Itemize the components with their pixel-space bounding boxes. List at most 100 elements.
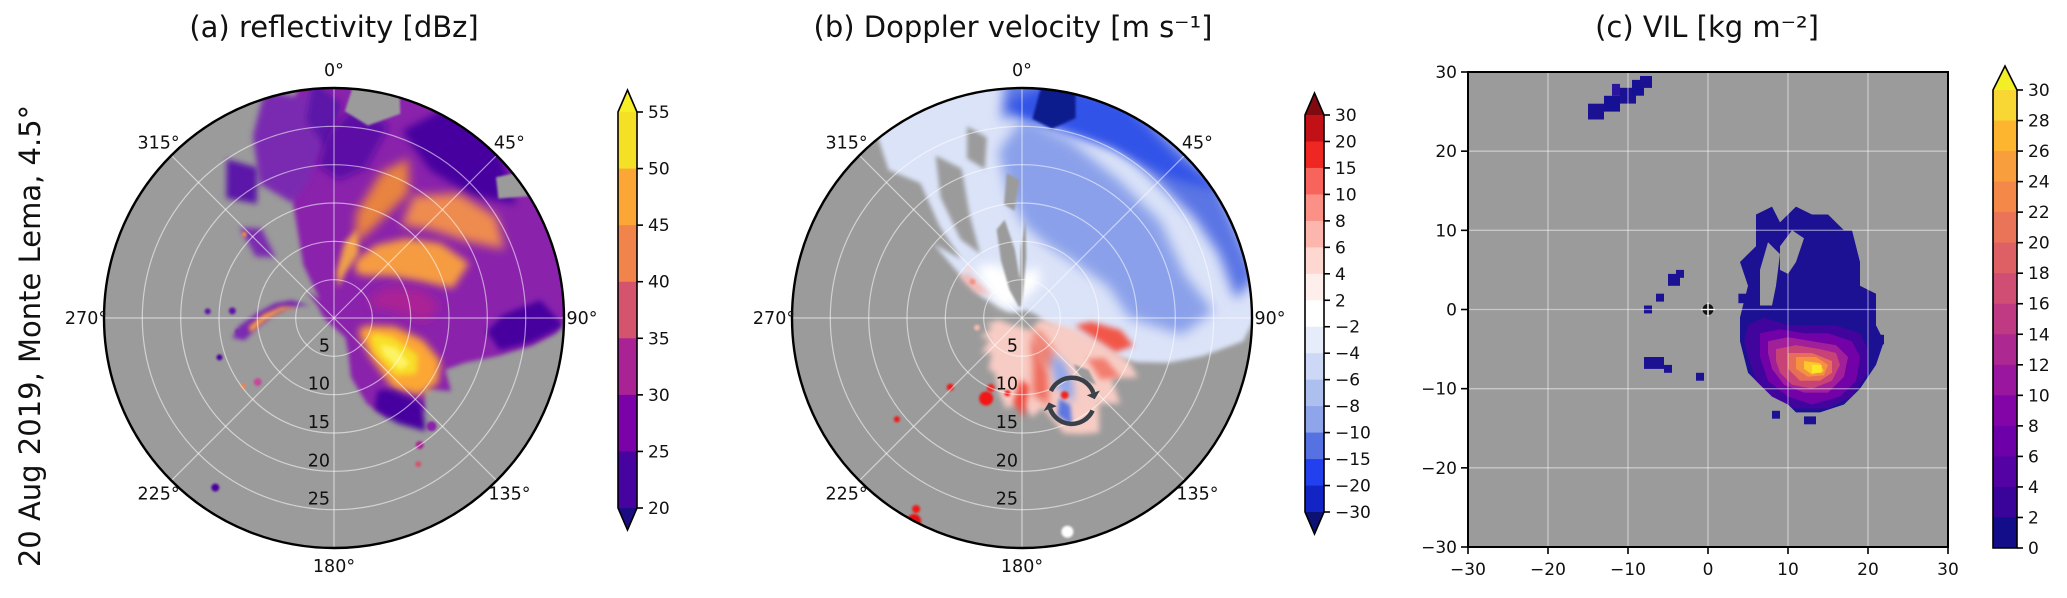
core-fringe-dark xyxy=(374,389,426,432)
angle-tick-label: 135° xyxy=(488,484,530,504)
colorbar-band xyxy=(1305,194,1324,222)
vil-cell xyxy=(1772,410,1780,419)
polar-grid xyxy=(104,88,564,548)
colorbar-tick-label: 12 xyxy=(2028,356,2050,376)
colorbar-tick-label: 50 xyxy=(648,160,670,180)
polar-outline xyxy=(790,86,1254,550)
colorbar-band xyxy=(1305,326,1324,354)
vil-cell xyxy=(1644,357,1664,369)
angle-tick-label: 315° xyxy=(138,134,180,154)
echo-spot xyxy=(204,308,211,315)
x-axis-tick-label: 0 xyxy=(1703,560,1714,580)
panel-c-title: (c) VIL [kg m⁻²] xyxy=(1595,10,1819,44)
angle-tick-label: 0° xyxy=(324,61,344,81)
colorbar-band xyxy=(1993,425,2017,457)
nodata-patch-nw xyxy=(967,126,987,170)
y-axis-tick-label: 10 xyxy=(1435,221,1457,241)
colorbar-tick-label: 4 xyxy=(2028,478,2039,498)
colorbar-over-arrow xyxy=(1305,93,1324,115)
grid-spoke xyxy=(170,317,335,482)
colorbar-band xyxy=(1305,220,1324,248)
vil-cell xyxy=(1656,293,1664,302)
colorbar-tick-label: 6 xyxy=(1335,238,1346,258)
angle-tick-label: 90° xyxy=(566,309,597,329)
echo-spot xyxy=(1060,391,1069,400)
colorbar-band xyxy=(1993,364,2017,396)
red-patch-s2 xyxy=(1013,379,1030,418)
colorbar-tick-label: −2 xyxy=(1335,318,1360,338)
y-axis-tick-label: −30 xyxy=(1421,538,1457,558)
echo-spot xyxy=(211,483,220,492)
vil-cell xyxy=(1804,416,1816,425)
y-axis-tick-label: 20 xyxy=(1435,142,1457,162)
grid-spoke xyxy=(170,154,335,319)
rotation-arc xyxy=(1047,407,1095,427)
angle-tick-label: 45° xyxy=(1182,134,1213,154)
red-patch-s xyxy=(1031,339,1049,406)
colorbar-band xyxy=(1305,167,1324,195)
vil-gray-notch-2 xyxy=(1760,242,1780,306)
colorbar-band xyxy=(1305,141,1324,169)
angle-tick-label: 225° xyxy=(138,484,180,504)
panel-b-title: (b) Doppler velocity [m s⁻¹] xyxy=(813,10,1213,44)
colorbar-band xyxy=(618,451,637,509)
colorbar-tick-label: 10 xyxy=(2028,386,2050,406)
angle-tick-label: 0° xyxy=(1012,61,1032,81)
echo-spot xyxy=(1061,525,1074,538)
radius-tick-label: 15 xyxy=(996,413,1018,433)
colorbar-tick-label: 45 xyxy=(648,216,670,236)
west-streak-orange xyxy=(248,306,298,333)
y-axis-tick-label: 30 xyxy=(1435,63,1457,83)
vil-cell xyxy=(1640,76,1652,88)
colorbar-tick-label: 14 xyxy=(2028,325,2050,345)
colorbar-tick-label: 4 xyxy=(1335,265,1346,285)
colorbar-band xyxy=(1993,334,2017,366)
polar-data-layer xyxy=(875,88,1252,554)
panel-b-doppler-velocity-ppi: 0° 45° 90° 135° 180° 225° 270° 315° 5 10 15 20 25 −30… xyxy=(753,61,1371,577)
grid-spoke xyxy=(333,317,498,482)
colorbar-band xyxy=(1993,120,2017,152)
colorbar-tick-label: 20 xyxy=(2028,234,2050,254)
polar-grid xyxy=(792,88,1252,548)
colorbar-band xyxy=(1993,303,2017,335)
colorbar-band xyxy=(1305,459,1324,486)
colorbar-tick-label: 30 xyxy=(2028,81,2050,101)
colorbar-tick-label: 55 xyxy=(648,103,670,123)
echo-spot xyxy=(228,307,236,315)
colorbar-tick-label: 20 xyxy=(648,499,670,519)
colorbar-tick-label: 6 xyxy=(2028,447,2039,467)
cartesian-data-layer xyxy=(1588,76,1884,425)
nodata-patch-n-mid xyxy=(1004,173,1020,211)
colorbar-band xyxy=(1993,273,2017,305)
radius-tick-label: 20 xyxy=(996,451,1018,471)
echo-spot xyxy=(216,354,223,361)
colorbar-tick-label: 35 xyxy=(648,329,670,349)
angle-tick-label: 315° xyxy=(826,134,868,154)
grid-spoke xyxy=(858,154,1023,319)
colorbar-band xyxy=(1993,395,2017,427)
echo-spot xyxy=(235,329,241,335)
colorbar-tick-label: 24 xyxy=(2028,173,2050,193)
colorbar-tick-label: 2 xyxy=(2028,508,2039,528)
echo-spot xyxy=(912,505,921,514)
vil-cell xyxy=(1604,95,1620,112)
vil-cell xyxy=(1664,364,1672,373)
colorbar-outline xyxy=(1992,64,2018,549)
colorbar-tick-label: −8 xyxy=(1335,397,1360,417)
colorbar-band xyxy=(1305,406,1324,433)
x-axis-tick-label: 20 xyxy=(1857,560,1879,580)
colorbar-band xyxy=(1305,353,1324,381)
colorbar-tick-label: 16 xyxy=(2028,295,2050,315)
panel-a-reflectivity-ppi: 0° 45° 90° 135° 180° 225° 270° 315° 5 10 15 20 25 20 2… xyxy=(65,61,670,577)
colorbar-band xyxy=(1993,486,2017,518)
vil-gray-notch-1 xyxy=(1780,230,1804,274)
grid-spoke xyxy=(333,154,498,319)
colorbar-band xyxy=(1305,247,1324,275)
angle-tick-label: 270° xyxy=(753,309,795,329)
colorbar-tick-label: 8 xyxy=(2028,417,2039,437)
blue-mid-ne xyxy=(998,118,1214,335)
patch-nw-2 xyxy=(226,159,258,204)
echo-spot xyxy=(1020,549,1025,554)
indigo-fringe-ne-edge xyxy=(402,108,516,205)
echo-spot xyxy=(974,324,980,331)
